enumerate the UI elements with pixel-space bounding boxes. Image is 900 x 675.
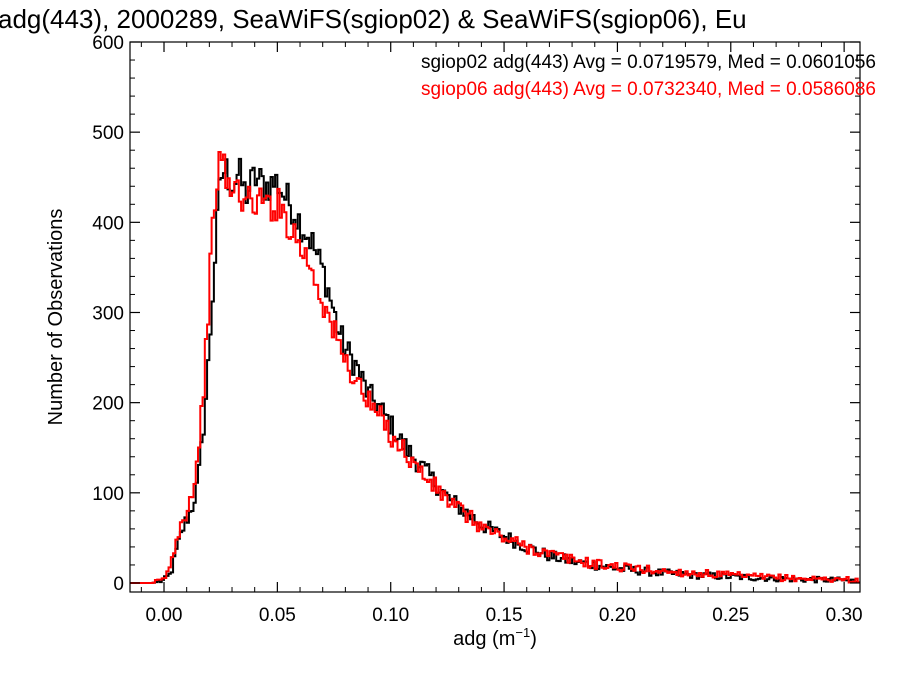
y-tick-label: 400 (92, 213, 124, 234)
ticks-layer: 0.00 0.05 0.10 0.15 0.20 0.25 0.30 0 100 200 300 40… (92, 33, 862, 626)
x-tick-label: 0.20 (599, 605, 636, 626)
plot-frame (129, 41, 861, 593)
y-tick-label: 0 (113, 574, 124, 595)
y-tick-label: 100 (92, 484, 124, 505)
series-layer (130, 151, 860, 584)
y-tick-label: 600 (92, 33, 124, 54)
legend-entry-sgiop02: sgiop02 adg(443) Avg = 0.0719579, Med = … (421, 52, 876, 73)
y-tick-label: 500 (92, 123, 124, 144)
x-tick-label: 0.30 (826, 605, 863, 626)
x-tick-label: 0.15 (486, 605, 523, 626)
x-axis-label-close: ) (530, 628, 537, 650)
y-tick-label: 200 (92, 394, 124, 415)
series-line-sgiop06 (130, 151, 860, 584)
x-axis-label-superscript: −1 (515, 625, 530, 640)
x-tick-label: 0.00 (146, 605, 183, 626)
series-line-sgiop02 (130, 157, 860, 584)
legend-entry-sgiop06: sgiop06 adg(443) Avg = 0.0732340, Med = … (421, 79, 876, 100)
x-axis-label-base: adg (m (453, 628, 515, 650)
x-axis-label: adg (m−1) (453, 625, 537, 650)
y-axis-label: Number of Observations (45, 209, 67, 426)
chart-title: adg(443), 2000289, SeaWiFS(sgiop02) & Se… (0, 4, 747, 34)
x-tick-label: 0.10 (372, 605, 409, 626)
x-tick-label: 0.05 (259, 605, 296, 626)
y-tick-label: 300 (92, 303, 124, 324)
x-tick-label: 0.25 (712, 605, 749, 626)
